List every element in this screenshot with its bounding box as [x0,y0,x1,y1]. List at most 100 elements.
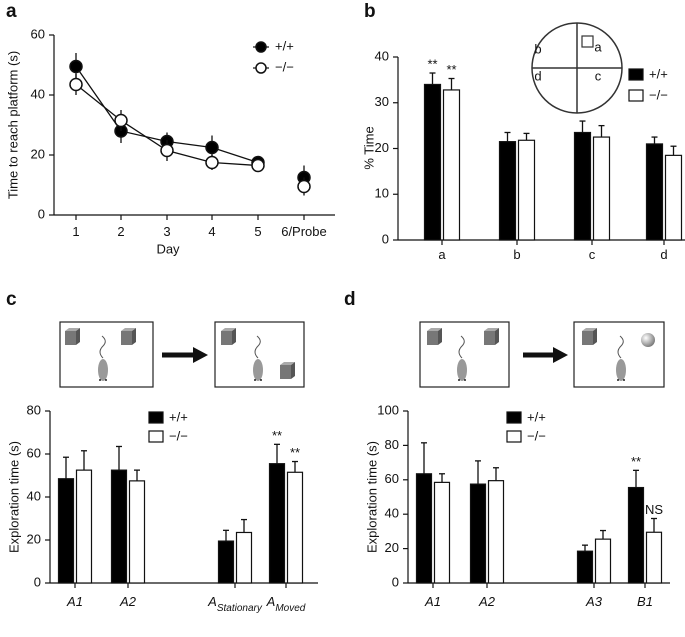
legend-marker [255,62,267,74]
category: a [438,247,446,262]
bar [594,538,612,584]
significance-label: NS [645,502,663,517]
legend-label: −/− [275,59,294,74]
significance-label: ** [446,62,456,77]
bar [592,136,611,241]
panel-letter: c [6,289,17,310]
x-tick-label: a [438,247,446,262]
category: 1 [72,224,79,239]
y-tick-label: 20 [27,531,41,546]
y-axis-label: Exploration time (s) [364,441,379,553]
y-tick-label: 80 [27,402,41,417]
significance-label: ** [631,454,641,469]
category: A1 [66,594,83,609]
legend-swatch [506,411,522,424]
y-tick-label: 20 [31,146,45,161]
x-tick-label: 2 [117,224,124,239]
category: d [660,247,667,262]
panel-letter: b [364,1,376,22]
x-tick-label: AStationary [207,594,263,613]
category: b [513,247,520,262]
legend-swatch [506,430,522,443]
point [160,143,174,158]
y-axis-label: % Time [361,126,376,169]
bar [75,469,93,584]
y-tick-label: 0 [34,574,41,589]
x-tick-label: A2 [478,594,496,609]
y-tick-label: 40 [385,506,399,521]
y-tick-label: 60 [27,445,41,460]
bar [268,463,286,584]
x-tick-label: AMoved [266,594,306,613]
x-tick-label: 6/Probe [281,224,327,239]
inset-label: a [594,39,602,54]
panel-letter: d [344,289,356,310]
x-tick-label: 1 [72,224,79,239]
point [251,158,265,173]
y-tick-label: 20 [385,540,399,555]
y-tick-label: 40 [27,488,41,503]
legend-swatch [148,430,164,443]
y-axis-label: Exploration time (s) [6,441,21,553]
x-axis-label: Day [156,241,180,256]
y-tick-label: 20 [375,140,389,155]
significance-label: ** [272,428,282,443]
bar [469,483,487,584]
significance-label: ** [290,445,300,460]
category: A1 [424,594,441,609]
category: A2 [119,594,137,609]
point [69,59,83,74]
bar [57,478,75,584]
point [297,179,311,194]
category: A2 [478,594,496,609]
bar [110,469,128,584]
x-tick-label: 4 [208,224,215,239]
bar [442,89,461,241]
x-tick-label: b [513,247,520,262]
bar [128,480,146,584]
inset-maze [531,22,623,114]
category: 2 [117,224,124,239]
inset-label: c [595,68,602,83]
legend-swatch [628,68,644,81]
legend-swatch [148,411,164,424]
point [69,77,83,92]
x-tick-label: 3 [163,224,170,239]
x-tick-label: 5 [254,224,261,239]
y-tick-label: 10 [375,186,389,201]
bar [217,540,235,584]
schematic-c [59,321,305,388]
legend-marker [255,41,267,53]
point [205,140,219,155]
bar [487,480,505,584]
y-tick-label: 30 [375,94,389,109]
inset-label: b [534,41,541,56]
bar [576,550,594,584]
x-tick-label: A3 [585,594,603,609]
y-tick-label: 60 [385,471,399,486]
bar [235,531,253,584]
category: 5 [254,224,261,239]
schematic-d [419,321,665,388]
x-tick-label: B1 [637,594,653,609]
bar [645,531,663,584]
bar [573,131,592,241]
significance-label: ** [427,56,437,71]
category: A [266,594,276,609]
bar [433,481,451,584]
legend-label: +/+ [527,409,546,424]
x-tick-label: A2 [119,594,137,609]
legend-label: +/+ [649,66,668,81]
bar [423,83,442,241]
category: 3 [163,224,170,239]
bar [627,486,645,584]
legend-label: −/− [649,87,668,102]
y-tick-label: 0 [38,206,45,221]
bar [517,139,536,241]
category: A3 [585,594,603,609]
y-tick-label: 80 [385,437,399,452]
y-tick-label: 40 [31,86,45,101]
bar [645,143,664,241]
x-tick-label: A1 [424,594,441,609]
